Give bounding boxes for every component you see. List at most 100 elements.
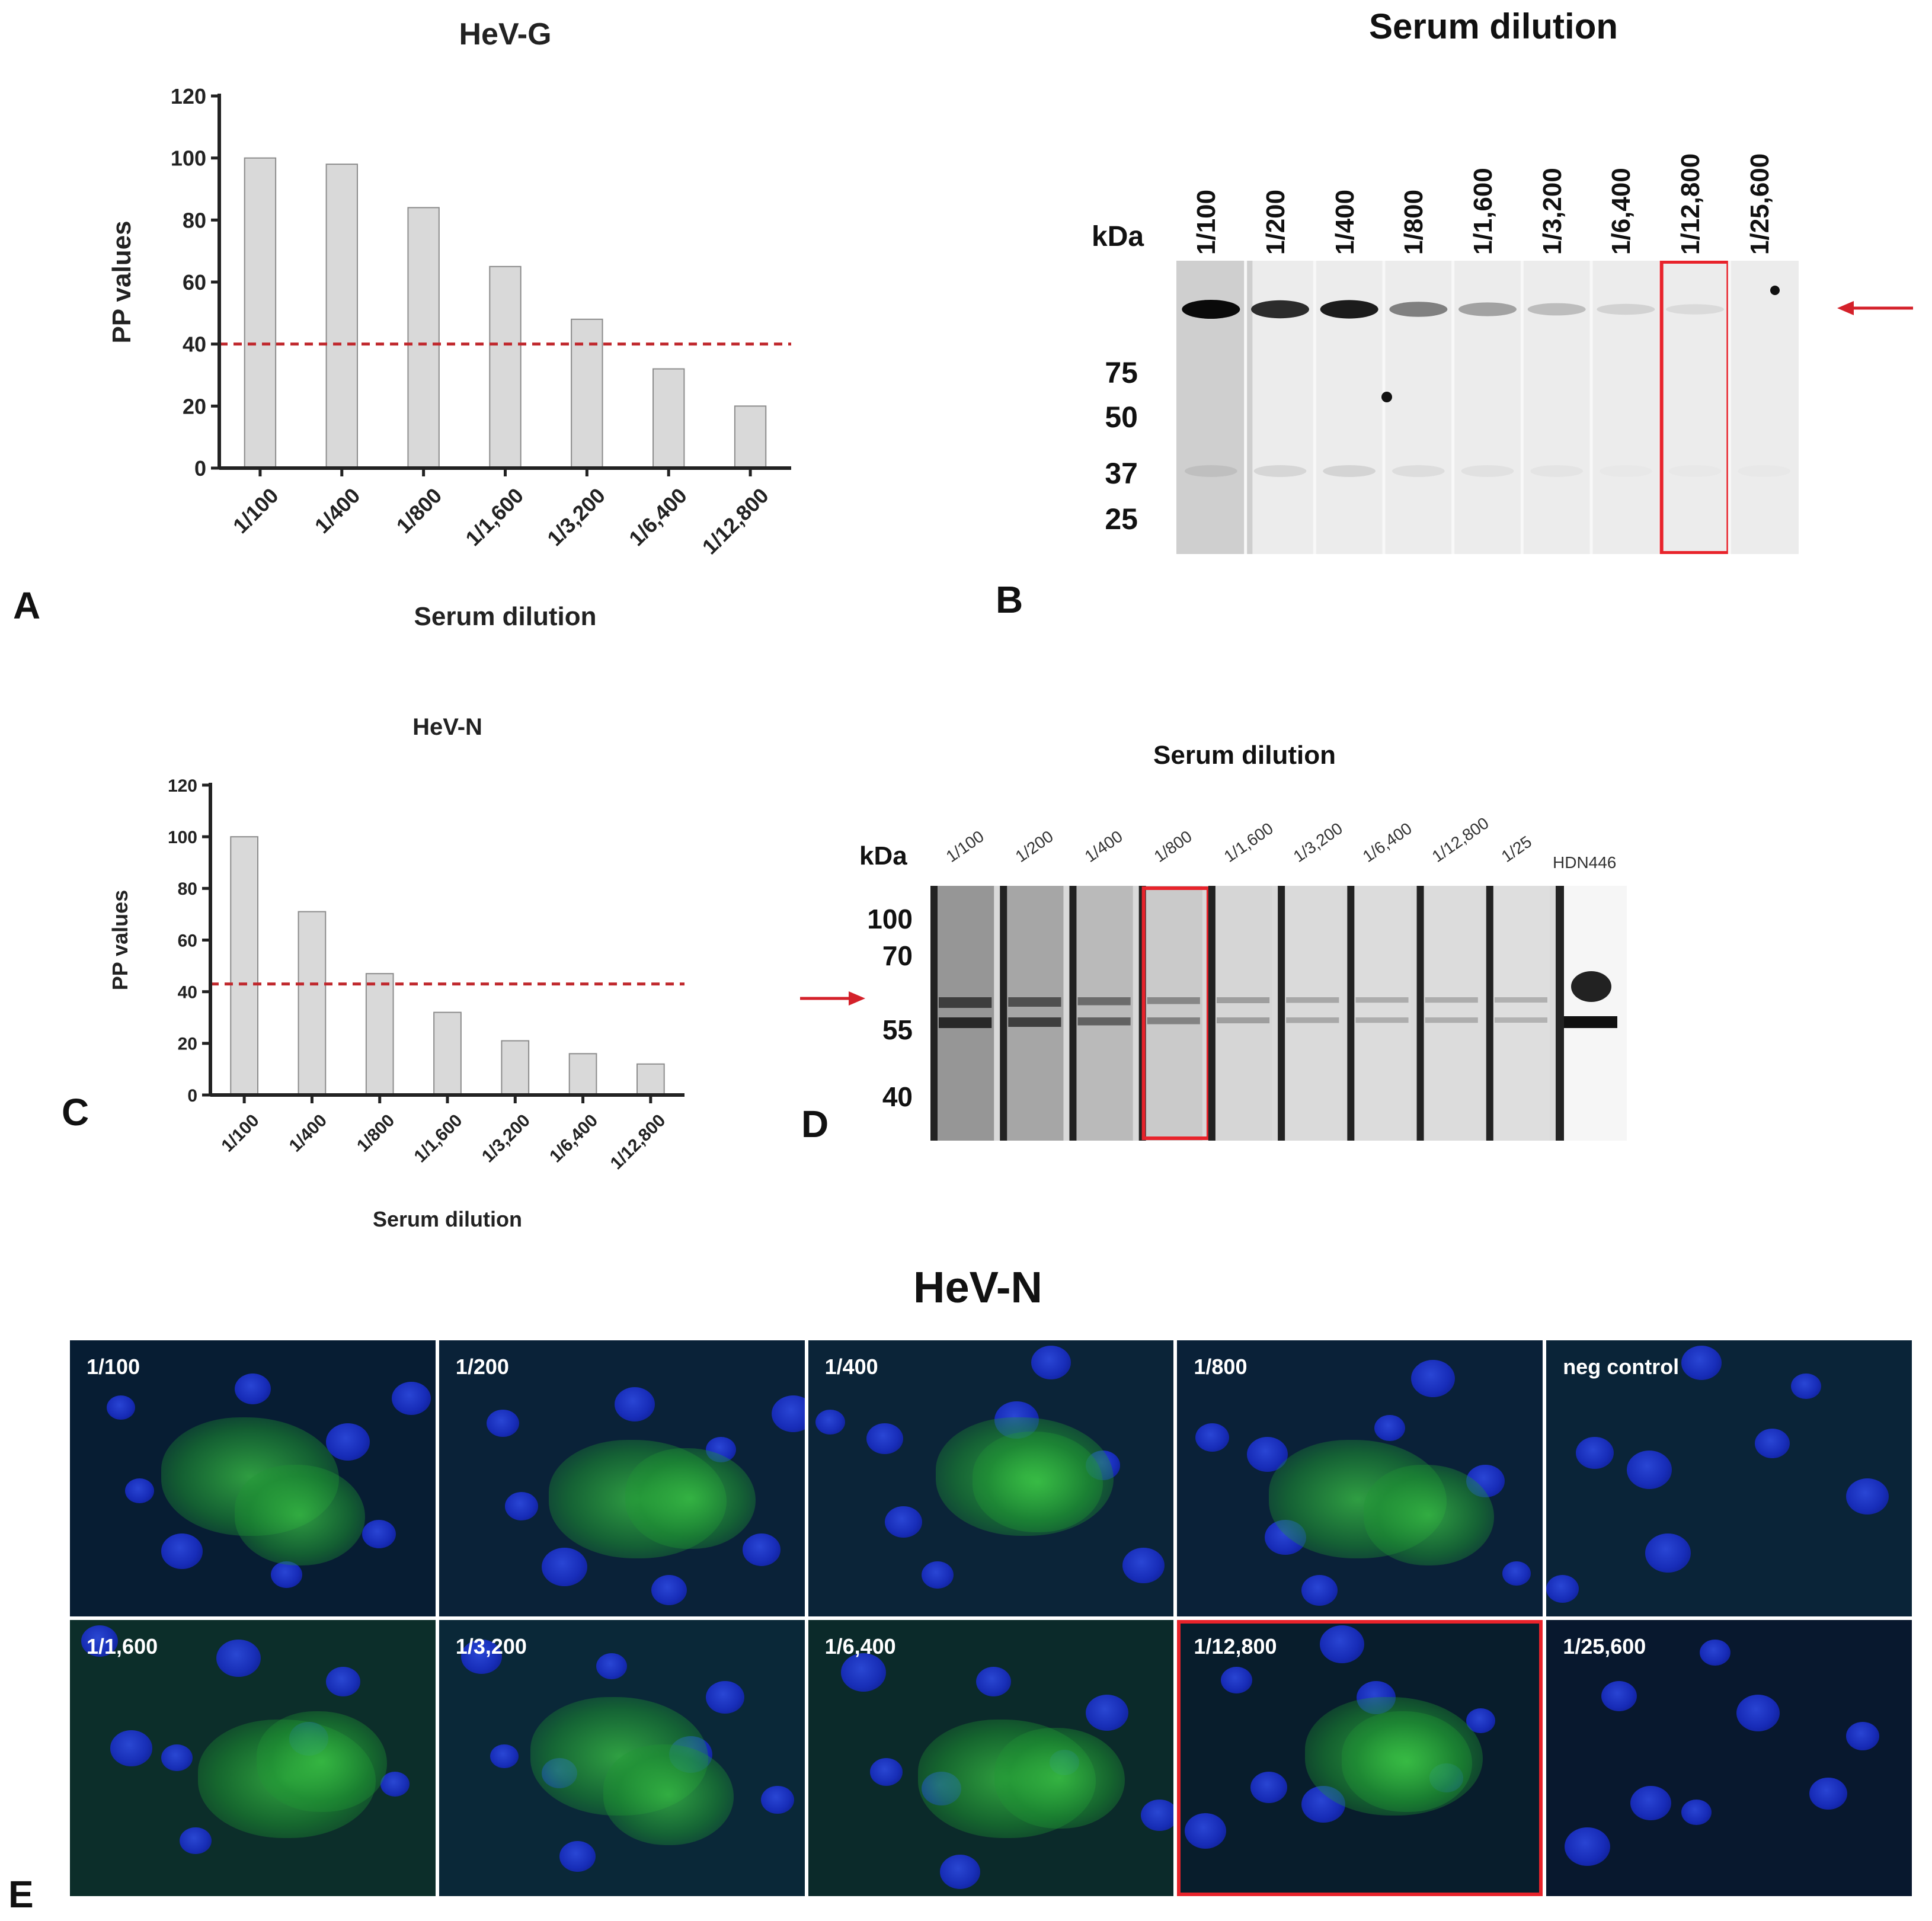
blot-d-lane-label: 1/100 bbox=[942, 827, 987, 866]
nucleus bbox=[1845, 1478, 1889, 1515]
band bbox=[939, 1017, 992, 1028]
blot-d-marker: 100 bbox=[867, 904, 913, 934]
band bbox=[1216, 1017, 1270, 1023]
nucleus bbox=[1086, 1694, 1129, 1731]
lane-divider bbox=[930, 886, 938, 1141]
nucleus bbox=[841, 1653, 887, 1692]
nucleus bbox=[559, 1840, 596, 1872]
nucleus bbox=[1754, 1429, 1790, 1459]
lane bbox=[1214, 886, 1272, 1141]
x-tick-label: 1/100 bbox=[228, 483, 283, 538]
nucleus bbox=[870, 1758, 903, 1786]
if-image-label: 1/3,200 bbox=[455, 1634, 527, 1659]
y-axis-label: PP values bbox=[107, 220, 136, 343]
x-tick-label: 1/6,400 bbox=[624, 483, 692, 550]
nucleus bbox=[380, 1772, 410, 1797]
nucleus bbox=[325, 1667, 360, 1696]
nucleus bbox=[1630, 1785, 1672, 1821]
faint-band bbox=[1323, 465, 1376, 477]
blot-b-marker: 25 bbox=[1105, 502, 1138, 536]
x-tick-label: 1/3,200 bbox=[478, 1110, 534, 1166]
if-image: 1/400 bbox=[808, 1340, 1174, 1616]
nucleus bbox=[1301, 1575, 1338, 1606]
blot-b-arrow bbox=[1837, 301, 1913, 315]
blot-b-lane-label: 1/100 bbox=[1192, 189, 1221, 255]
blot-b-lane-label: 1/200 bbox=[1261, 189, 1290, 255]
stained-cell bbox=[994, 1727, 1125, 1829]
nucleus bbox=[1122, 1547, 1165, 1583]
band bbox=[939, 997, 992, 1008]
blot-b-lane-label: 1/1,600 bbox=[1469, 168, 1498, 255]
faint-band bbox=[1392, 465, 1445, 477]
blot-b-lane-label: 1/800 bbox=[1399, 189, 1429, 255]
if-image-label: 1/200 bbox=[455, 1355, 509, 1379]
nucleus bbox=[742, 1533, 781, 1566]
if-title: HeV-N bbox=[913, 1263, 1042, 1312]
y-tick-label: 60 bbox=[183, 270, 206, 294]
nucleus bbox=[106, 1395, 135, 1420]
nucleus bbox=[81, 1625, 118, 1657]
nucleus bbox=[1319, 1625, 1364, 1664]
blot-d-lane-label: 1/12,800 bbox=[1428, 814, 1492, 866]
nucleus bbox=[1031, 1346, 1071, 1380]
blot-b-marker: 37 bbox=[1105, 457, 1138, 490]
chart-c: HeV-N 0 20 40 60 80 100 120 1/100 1/400 1/800 1/1,6… bbox=[108, 714, 684, 1231]
nucleus bbox=[1195, 1423, 1230, 1452]
band bbox=[1077, 997, 1131, 1006]
nucleus bbox=[362, 1519, 396, 1549]
if-image: 1/12,800 bbox=[1177, 1620, 1543, 1896]
blot-d-lane-label: 1/3,200 bbox=[1290, 819, 1346, 866]
blot-d-marker: 70 bbox=[882, 940, 913, 971]
speck bbox=[1381, 392, 1392, 402]
nucleus bbox=[1700, 1639, 1731, 1666]
blot-d-lane-label: 1/25 bbox=[1498, 832, 1536, 866]
band bbox=[1355, 1017, 1409, 1023]
stained-cell bbox=[256, 1711, 387, 1812]
band bbox=[1251, 300, 1309, 319]
bar bbox=[489, 265, 522, 469]
panel-label-b: B bbox=[996, 578, 1023, 621]
nucleus bbox=[391, 1381, 431, 1415]
nucleus bbox=[1411, 1359, 1456, 1397]
lane-divider bbox=[1069, 886, 1077, 1141]
if-image: 1/6,400 bbox=[808, 1620, 1174, 1896]
band bbox=[1286, 997, 1339, 1003]
chart-title: HeV-G bbox=[459, 17, 551, 52]
y-tick-label: 80 bbox=[183, 208, 206, 232]
x-tick-label: 1/1,600 bbox=[411, 1110, 466, 1166]
nucleus bbox=[866, 1423, 904, 1455]
blot-d-title: Serum dilution bbox=[1153, 741, 1336, 770]
band bbox=[1147, 1017, 1200, 1024]
band bbox=[1320, 300, 1378, 319]
y-tick-label: 20 bbox=[178, 1035, 197, 1054]
nucleus bbox=[1374, 1414, 1406, 1441]
nucleus bbox=[1184, 1813, 1226, 1849]
x-tick-label: 1/800 bbox=[392, 483, 447, 538]
band bbox=[1008, 997, 1061, 1007]
x-tick-label: 1/12,800 bbox=[698, 483, 773, 559]
lane-divider bbox=[1556, 886, 1564, 1141]
blot-b-marker: 50 bbox=[1105, 401, 1138, 434]
panel-label-c: C bbox=[62, 1091, 89, 1134]
blot-d-lane-label: 1/6,400 bbox=[1359, 819, 1415, 866]
nucleus bbox=[1250, 1772, 1287, 1803]
bar bbox=[244, 157, 277, 469]
nucleus bbox=[1791, 1373, 1822, 1400]
x-tick-label: 1/400 bbox=[310, 483, 365, 538]
nucleus bbox=[1601, 1680, 1637, 1711]
if-image-label: 1/25,600 bbox=[1563, 1634, 1646, 1659]
y-tick-label: 100 bbox=[171, 146, 206, 171]
band bbox=[1494, 997, 1547, 1003]
nucleus bbox=[1645, 1533, 1691, 1573]
y-tick-label: 120 bbox=[171, 84, 206, 108]
lane-divider bbox=[1416, 886, 1424, 1141]
bar bbox=[433, 1011, 462, 1096]
nucleus bbox=[234, 1373, 271, 1404]
y-tick-label: 120 bbox=[168, 776, 197, 796]
faint-band bbox=[1530, 465, 1583, 477]
if-image: 1/1,600 bbox=[70, 1620, 436, 1896]
nucleus bbox=[976, 1667, 1012, 1697]
nucleus bbox=[1626, 1451, 1672, 1489]
nucleus bbox=[460, 1639, 502, 1675]
lane-divider bbox=[1000, 886, 1007, 1141]
